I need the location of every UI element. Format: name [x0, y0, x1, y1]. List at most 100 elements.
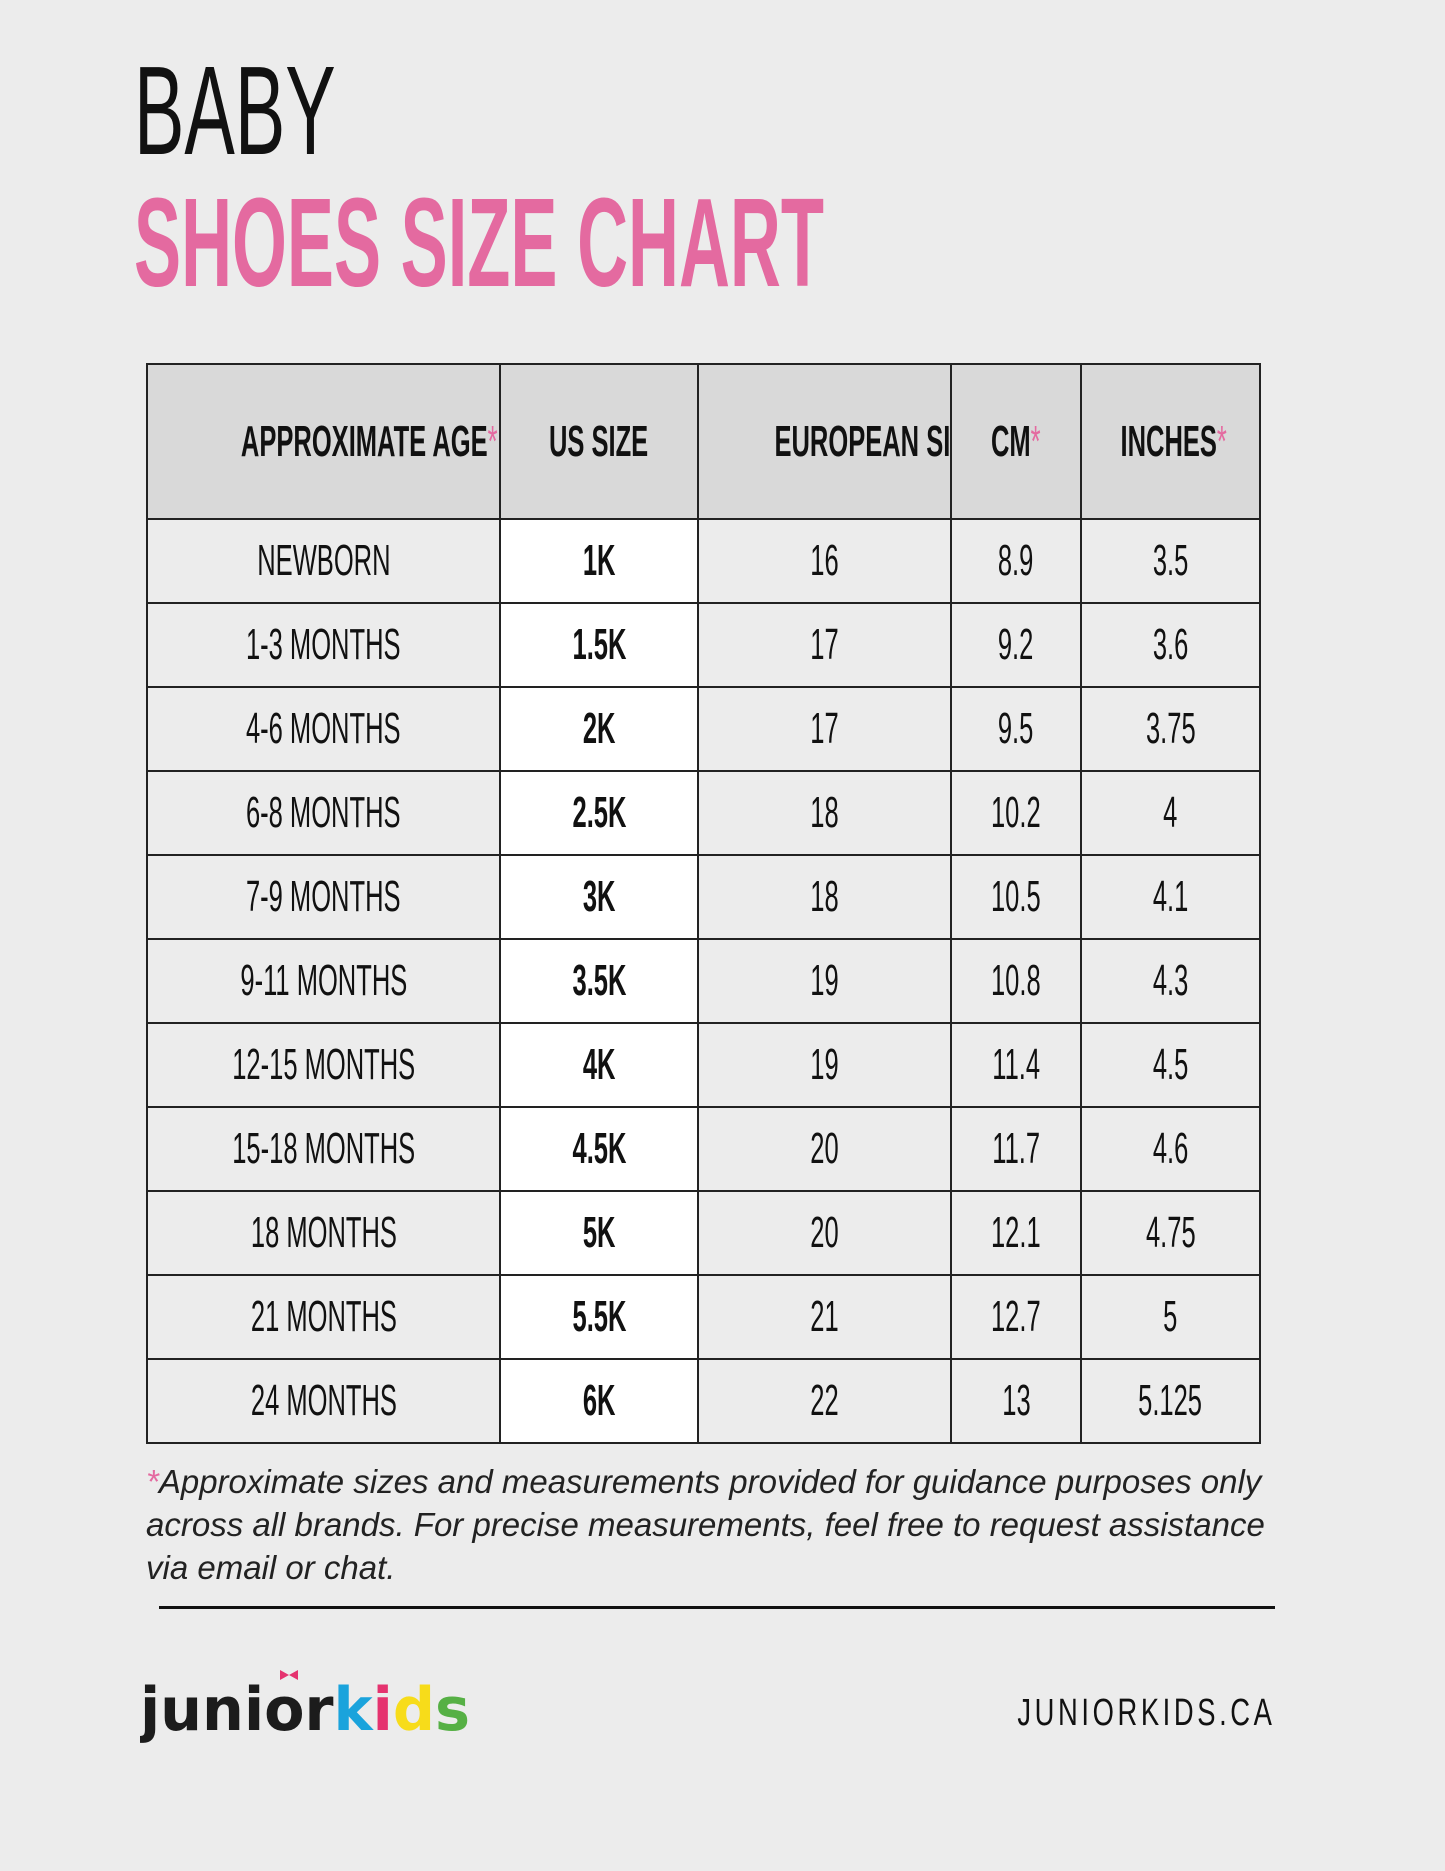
cell-text: 9-11 MONTHS	[240, 956, 407, 1005]
cell-text: 20	[810, 1124, 839, 1173]
cell-text: 24 MONTHS	[250, 1376, 397, 1425]
footnote-asterisk: *	[146, 1463, 159, 1500]
table-cell: 4K	[499, 1022, 699, 1108]
column-header: EUROPEAN SIZE	[697, 363, 952, 520]
table-row: NEWBORN 1K 16 8.9 3.5	[146, 518, 1261, 604]
table-cell: 2.5K	[499, 770, 699, 856]
table-cell: 4.5K	[499, 1106, 699, 1192]
cell-text: 20	[810, 1208, 839, 1257]
cell-text: 12.7	[991, 1292, 1041, 1341]
table-cell: 15-18 MONTHS	[146, 1106, 501, 1192]
cell-text: 4.5	[1152, 1040, 1189, 1089]
table-row: 12-15 MONTHS 4K 19 11.4 4.5	[146, 1022, 1261, 1108]
column-header: CM*	[950, 363, 1082, 520]
table-row: 9-11 MONTHS 3.5K 19 10.8 4.3	[146, 938, 1261, 1024]
asterisk: *	[1030, 416, 1041, 466]
cell-text: 3.5K	[572, 956, 626, 1005]
table-cell: 1-3 MONTHS	[146, 602, 501, 688]
cell-text: 1-3 MONTHS	[246, 620, 401, 669]
table-cell: 9.5	[950, 686, 1082, 772]
cell-text: 3.75	[1145, 704, 1196, 753]
table-row: 6-8 MONTHS 2.5K 18 10.2 4	[146, 770, 1261, 856]
cell-text: 16	[810, 536, 839, 585]
cell-text: 11.4	[992, 1040, 1040, 1089]
table-cell: 20	[697, 1106, 952, 1192]
table-cell: 21 MONTHS	[146, 1274, 501, 1360]
cell-text: 3K	[582, 872, 616, 921]
table-cell: NEWBORN	[146, 518, 501, 604]
table-cell: 4.1	[1080, 854, 1261, 940]
table-cell: 18	[697, 854, 952, 940]
table-cell: 4.5	[1080, 1022, 1261, 1108]
cell-text: 4.5K	[572, 1124, 626, 1173]
website-link[interactable]: JUNIORKIDS.CA	[1016, 1692, 1275, 1734]
cell-text: 21	[810, 1292, 839, 1341]
table-cell: 5.5K	[499, 1274, 699, 1360]
cell-text: 3.6	[1152, 620, 1189, 669]
cell-text: 10.5	[991, 872, 1041, 921]
asterisk: *	[487, 416, 498, 466]
table-cell: 8.9	[950, 518, 1082, 604]
table-cell: 1K	[499, 518, 699, 604]
table-cell: 6K	[499, 1358, 699, 1444]
table-cell: 7-9 MONTHS	[146, 854, 501, 940]
footnote: *Approximate sizes and measurements prov…	[146, 1460, 1276, 1589]
table-cell: 10.8	[950, 938, 1082, 1024]
table-row: 24 MONTHS 6K 22 13 5.125	[146, 1358, 1261, 1444]
asterisk: *	[1216, 416, 1227, 466]
cell-text: 3.5	[1152, 536, 1189, 585]
table-cell: 3.75	[1080, 686, 1261, 772]
table-cell: 13	[950, 1358, 1082, 1444]
column-header-label: CM	[991, 416, 1031, 466]
bow-icon	[280, 1670, 298, 1680]
table-cell: 1.5K	[499, 602, 699, 688]
cell-text: 5	[1163, 1292, 1178, 1341]
table-row: 4-6 MONTHS 2K 17 9.5 3.75	[146, 686, 1261, 772]
table-cell: 9-11 MONTHS	[146, 938, 501, 1024]
table-cell: 3.5	[1080, 518, 1261, 604]
table-cell: 5.125	[1080, 1358, 1261, 1444]
table-cell: 17	[697, 686, 952, 772]
cell-text: 11.7	[992, 1124, 1040, 1173]
cell-text: 4	[1163, 788, 1178, 837]
cell-text: 1.5K	[572, 620, 626, 669]
cell-text: 6-8 MONTHS	[246, 788, 401, 837]
column-header-label: APPROXIMATE AGE	[240, 416, 488, 466]
table-cell: 3K	[499, 854, 699, 940]
cell-text: 2.5K	[572, 788, 626, 837]
table-cell: 18 MONTHS	[146, 1190, 501, 1276]
column-header-label: INCHES	[1120, 416, 1217, 466]
title-line-2: SHOES SIZE CHART	[134, 172, 824, 313]
table-cell: 17	[697, 602, 952, 688]
table-cell: 6-8 MONTHS	[146, 770, 501, 856]
cell-text: 15-18 MONTHS	[232, 1124, 415, 1173]
cell-text: 18	[810, 788, 839, 837]
cell-text: 19	[810, 956, 839, 1005]
cell-text: 18	[810, 872, 839, 921]
table-cell: 16	[697, 518, 952, 604]
table-cell: 11.4	[950, 1022, 1082, 1108]
cell-text: 5.5K	[572, 1292, 626, 1341]
column-header-label: EUROPEAN SIZE	[774, 416, 951, 466]
cell-text: 9.5	[998, 704, 1034, 753]
table-row: 21 MONTHS 5.5K 21 12.7 5	[146, 1274, 1261, 1360]
cell-text: 12-15 MONTHS	[232, 1040, 415, 1089]
table-cell: 3.5K	[499, 938, 699, 1024]
cell-text: 12.1	[991, 1208, 1041, 1257]
table-row: 7-9 MONTHS 3K 18 10.5 4.1	[146, 854, 1261, 940]
table-cell: 2K	[499, 686, 699, 772]
table-cell: 18	[697, 770, 952, 856]
table-cell: 21	[697, 1274, 952, 1360]
cell-text: 18 MONTHS	[250, 1208, 397, 1257]
table-cell: 4.3	[1080, 938, 1261, 1024]
column-header: INCHES*	[1080, 363, 1261, 520]
cell-text: 13	[1001, 1376, 1031, 1425]
table-cell: 4.75	[1080, 1190, 1261, 1276]
cell-text: 17	[810, 704, 839, 753]
cell-text: 4-6 MONTHS	[246, 704, 401, 753]
cell-text: 5K	[582, 1208, 616, 1257]
cell-text: 8.9	[998, 536, 1034, 585]
column-header: APPROXIMATE AGE*	[146, 363, 501, 520]
